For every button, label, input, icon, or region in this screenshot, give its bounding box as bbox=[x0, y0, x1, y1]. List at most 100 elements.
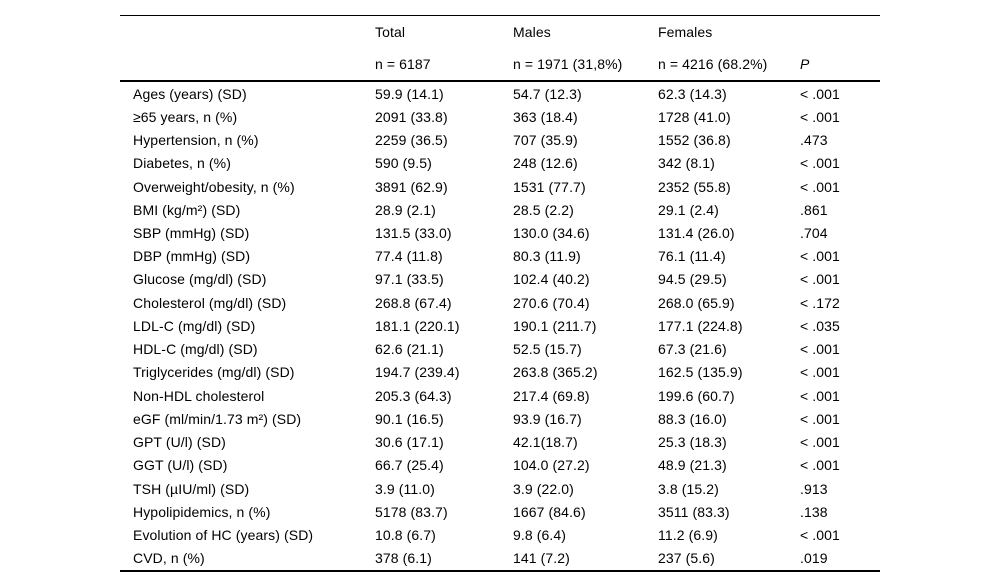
cell-males: 270.6 (70.4) bbox=[513, 294, 590, 311]
cell-males: 707 (35.9) bbox=[513, 132, 578, 149]
table-row: CVD, n (%) 378 (6.1) 141 (7.2) 237 (5.6)… bbox=[120, 547, 880, 570]
cell-males: 263.8 (365.2) bbox=[513, 364, 598, 381]
cell-total: 205.3 (64.3) bbox=[375, 387, 452, 404]
cell-total: 62.6 (21.1) bbox=[375, 341, 444, 358]
cell-females: 1728 (41.0) bbox=[658, 108, 731, 125]
cell-males: 3.9 (22.0) bbox=[513, 480, 574, 497]
cell-p-value: < .172 bbox=[800, 294, 840, 311]
cell-females: 177.1 (224.8) bbox=[658, 317, 743, 334]
row-label: Overweight/obesity, n (%) bbox=[133, 178, 295, 195]
cell-females: 3511 (83.3) bbox=[658, 503, 730, 520]
cell-p-value: .913 bbox=[800, 480, 828, 497]
cell-total: 3891 (62.9) bbox=[375, 178, 448, 195]
row-label: CVD, n (%) bbox=[133, 550, 205, 567]
table-row: Triglycerides (mg/dl) (SD) 194.7 (239.4)… bbox=[120, 361, 880, 384]
cell-total: 2259 (36.5) bbox=[375, 132, 448, 149]
cell-females: 199.6 (60.7) bbox=[658, 387, 735, 404]
cell-females: 62.3 (14.3) bbox=[658, 85, 727, 102]
cell-p-value: < .001 bbox=[800, 248, 840, 265]
cell-p-value: < .001 bbox=[800, 155, 840, 172]
row-label: Glucose (mg/dl) (SD) bbox=[133, 271, 267, 288]
row-label: Ages (years) (SD) bbox=[133, 85, 247, 102]
cell-p-value: < .001 bbox=[800, 178, 840, 195]
column-subheader-males-n: n = 1971 (31,8%) bbox=[513, 56, 623, 72]
row-label: BMI (kg/m²) (SD) bbox=[133, 201, 241, 218]
table-row: eGF (ml/min/1.73 m²) (SD) 90.1 (16.5) 93… bbox=[120, 407, 880, 430]
cell-p-value: .019 bbox=[800, 550, 828, 567]
cell-males: 93.9 (16.7) bbox=[513, 410, 582, 427]
cell-total: 66.7 (25.4) bbox=[375, 457, 444, 474]
baseline-characteristics-table: Total Males Females n = 6187 n = 1971 (3… bbox=[120, 15, 880, 572]
cell-males: 1531 (77.7) bbox=[513, 178, 586, 195]
cell-total: 181.1 (220.1) bbox=[375, 317, 460, 334]
cell-females: 94.5 (29.5) bbox=[658, 271, 727, 288]
table-row: BMI (kg/m²) (SD) 28.9 (2.1) 28.5 (2.2) 2… bbox=[120, 198, 880, 221]
cell-total: 378 (6.1) bbox=[375, 550, 432, 567]
table-row: Diabetes, n (%) 590 (9.5) 248 (12.6) 342… bbox=[120, 152, 880, 175]
cell-males: 52.5 (15.7) bbox=[513, 341, 582, 358]
cell-males: 248 (12.6) bbox=[513, 155, 578, 172]
row-label: HDL-C (mg/dl) (SD) bbox=[133, 341, 258, 358]
row-label: DBP (mmHg) (SD) bbox=[133, 248, 251, 265]
table-row: Glucose (mg/dl) (SD) 97.1 (33.5) 102.4 (… bbox=[120, 268, 880, 291]
row-label: ≥65 years, n (%) bbox=[133, 108, 238, 125]
cell-p-value: .138 bbox=[800, 503, 828, 520]
cell-females: 25.3 (18.3) bbox=[658, 434, 727, 451]
cell-males: 42.1(18.7) bbox=[513, 434, 578, 451]
cell-females: 162.5 (135.9) bbox=[658, 364, 743, 381]
cell-p-value: < .001 bbox=[800, 410, 840, 427]
cell-total: 90.1 (16.5) bbox=[375, 410, 444, 427]
cell-females: 342 (8.1) bbox=[658, 155, 715, 172]
cell-p-value: < .001 bbox=[800, 108, 840, 125]
column-subheader-females-n: n = 4216 (68.2%) bbox=[658, 56, 768, 72]
table-row: LDL-C (mg/dl) (SD) 181.1 (220.1) 190.1 (… bbox=[120, 314, 880, 337]
cell-females: 67.3 (21.6) bbox=[658, 341, 727, 358]
cell-total: 30.6 (17.1) bbox=[375, 434, 444, 451]
row-label: SBP (mmHg) (SD) bbox=[133, 225, 250, 242]
table-row: GGT (U/l) (SD) 66.7 (25.4) 104.0 (27.2) … bbox=[120, 454, 880, 477]
column-header-p-value: P bbox=[800, 56, 810, 72]
header-spacer bbox=[800, 16, 880, 48]
cell-total: 10.8 (6.7) bbox=[375, 527, 436, 544]
table-row: Hypolipidemics, n (%) 5178 (83.7) 1667 (… bbox=[120, 500, 880, 523]
cell-total: 97.1 (33.5) bbox=[375, 271, 444, 288]
cell-females: 268.0 (65.9) bbox=[658, 294, 735, 311]
cell-p-value: < .001 bbox=[800, 364, 840, 381]
table-row: Non-HDL cholesterol 205.3 (64.3) 217.4 (… bbox=[120, 384, 880, 407]
cell-p-value: .473 bbox=[800, 132, 828, 149]
cell-total: 194.7 (239.4) bbox=[375, 364, 460, 381]
cell-males: 130.0 (34.6) bbox=[513, 225, 590, 242]
cell-females: 131.4 (26.0) bbox=[658, 225, 735, 242]
cell-total: 268.8 (67.4) bbox=[375, 294, 452, 311]
cell-males: 54.7 (12.3) bbox=[513, 85, 582, 102]
cell-females: 237 (5.6) bbox=[658, 550, 715, 567]
table-row: Evolution of HC (years) (SD) 10.8 (6.7) … bbox=[120, 523, 880, 546]
row-label: Diabetes, n (%) bbox=[133, 155, 231, 172]
row-label: eGF (ml/min/1.73 m²) (SD) bbox=[133, 410, 302, 427]
row-label: Evolution of HC (years) (SD) bbox=[133, 527, 314, 544]
table-body: Ages (years) (SD) 59.9 (14.1) 54.7 (12.3… bbox=[120, 82, 880, 572]
cell-p-value: .704 bbox=[800, 225, 828, 242]
cell-p-value: < .001 bbox=[800, 271, 840, 288]
cell-total: 131.5 (33.0) bbox=[375, 225, 452, 242]
cell-females: 1552 (36.8) bbox=[658, 132, 731, 149]
cell-males: 28.5 (2.2) bbox=[513, 201, 574, 218]
cell-total: 28.9 (2.1) bbox=[375, 201, 436, 218]
cell-females: 2352 (55.8) bbox=[658, 178, 731, 195]
cell-males: 102.4 (40.2) bbox=[513, 271, 590, 288]
table-header: Total Males Females n = 6187 n = 1971 (3… bbox=[120, 15, 880, 82]
cell-total: 590 (9.5) bbox=[375, 155, 432, 172]
row-label: GGT (U/l) (SD) bbox=[133, 457, 228, 474]
cell-males: 363 (18.4) bbox=[513, 108, 578, 125]
cell-females: 29.1 (2.4) bbox=[658, 201, 719, 218]
table-row: HDL-C (mg/dl) (SD) 62.6 (21.1) 52.5 (15.… bbox=[120, 338, 880, 361]
cell-total: 2091 (33.8) bbox=[375, 108, 448, 125]
cell-males: 217.4 (69.8) bbox=[513, 387, 590, 404]
cell-males: 141 (7.2) bbox=[513, 550, 570, 567]
table-row: TSH (µIU/ml) (SD) 3.9 (11.0) 3.9 (22.0) … bbox=[120, 477, 880, 500]
cell-total: 3.9 (11.0) bbox=[375, 480, 435, 497]
cell-p-value: < .035 bbox=[800, 317, 840, 334]
cell-males: 190.1 (211.7) bbox=[513, 317, 597, 334]
row-label: Hypertension, n (%) bbox=[133, 132, 259, 149]
table-row: Overweight/obesity, n (%) 3891 (62.9) 15… bbox=[120, 175, 880, 198]
